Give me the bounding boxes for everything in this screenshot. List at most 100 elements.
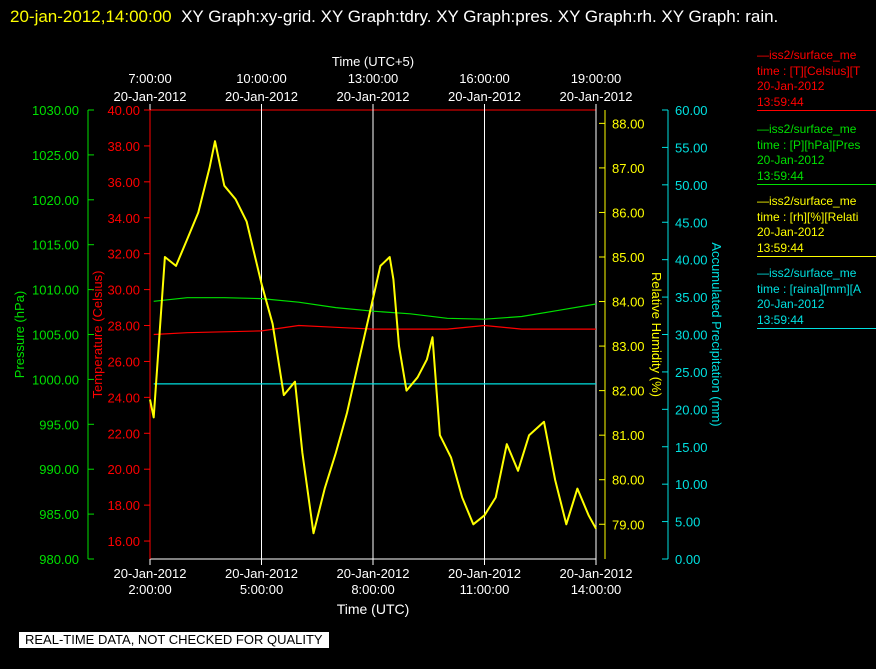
legend-humidity-field: time : [rh][%][Relati [757, 209, 859, 224]
precip-tick-label: 35.00 [675, 290, 708, 305]
legend-precip: —iss2/surface_me time : [raina][mm][A 20… [757, 266, 876, 329]
precip-tick-label: 15.00 [675, 440, 708, 455]
temperature-tick-label: 36.00 [107, 175, 140, 190]
x-top-tick-label-date: 20-Jan-2012 [114, 89, 187, 104]
x-top-axis-label: Time (UTC+5) [332, 54, 414, 69]
precip-axis-label: Accumulated Precipitation (mm) [709, 242, 724, 426]
precip-tick-label: 30.00 [675, 328, 708, 343]
temperature-tick-label: 40.00 [107, 103, 140, 118]
x-tick-label-date: 20-Jan-2012 [560, 566, 633, 581]
humidity-tick-label: 87.00 [612, 161, 645, 176]
temperature-tick-label: 22.00 [107, 426, 140, 441]
humidity-axis-label: Relative Humidity (%) [649, 272, 664, 397]
pressure-tick-label: 1020.00 [32, 193, 79, 208]
legend-pressure-date: 20-Jan-2012 [757, 153, 825, 167]
legend-pressure: —iss2/surface_me time : [P][hPa][Pres 20… [757, 122, 876, 185]
qc-notice: REAL-TIME DATA, NOT CHECKED FOR QUALITY [19, 632, 329, 648]
precip-tick-label: 55.00 [675, 140, 708, 155]
legend-temperature-time: 13:59:44 [757, 94, 804, 109]
x-top-tick-label-time: 10:00:00 [236, 71, 287, 86]
legend-pressure-field: time : [P][hPa][Pres [757, 137, 861, 152]
temperature-tick-label: 18.00 [107, 498, 140, 513]
pressure-tick-label: 980.00 [39, 552, 79, 567]
legend-temperature-field: time : [T][Celsius][T [757, 63, 861, 78]
legend-temperature-source: —iss2/surface_me [757, 48, 857, 62]
temperature-tick-label: 24.00 [107, 390, 140, 405]
precip-tick-label: 20.00 [675, 402, 708, 417]
legend-precip-time: 13:59:44 [757, 312, 804, 327]
x-top-tick-label-date: 20-Jan-2012 [337, 89, 410, 104]
humidity-series-line [149, 140, 597, 535]
legend-pressure-time: 13:59:44 [757, 168, 804, 183]
x-tick-label-date: 20-Jan-2012 [337, 566, 410, 581]
x-tick-label-time: 11:00:00 [460, 582, 510, 597]
legend-temperature-date: 20-Jan-2012 [757, 79, 825, 93]
humidity-tick-label: 86.00 [612, 205, 645, 220]
title-graph-list: XY Graph:xy-grid. XY Graph:tdry. XY Grap… [181, 7, 779, 26]
legend-temperature: —iss2/surface_me time : [T][Celsius][T 2… [757, 48, 876, 111]
temperature-series-line [153, 324, 596, 336]
x-top-tick-label-date: 20-Jan-2012 [560, 89, 633, 104]
temperature-tick-label: 38.00 [107, 139, 140, 154]
x-tick-label-date: 20-Jan-2012 [448, 566, 521, 581]
x-tick-label-date: 20-Jan-2012 [225, 566, 298, 581]
legend-humidity-date: 20-Jan-2012 [757, 225, 825, 239]
pressure-tick-label: 1010.00 [32, 283, 79, 298]
humidity-tick-label: 88.00 [612, 116, 645, 131]
legend-precip-date: 20-Jan-2012 [757, 297, 825, 311]
pressure-tick-label: 1030.00 [32, 103, 79, 118]
precip-tick-label: 10.00 [675, 477, 708, 492]
pressure-tick-label: 985.00 [39, 507, 79, 522]
pressure-tick-label: 1015.00 [32, 238, 79, 253]
precip-tick-label: 50.00 [675, 178, 708, 193]
humidity-tick-label: 81.00 [612, 428, 645, 443]
legend-pressure-source: —iss2/surface_me [757, 122, 857, 136]
x-top-tick-label-date: 20-Jan-2012 [225, 89, 298, 104]
x-tick-label-time: 8:00:00 [351, 582, 394, 597]
graph-title-bar: 20-jan-2012,14:00:00 XY Graph:xy-grid. X… [10, 2, 860, 31]
pressure-tick-label: 1000.00 [32, 372, 79, 387]
title-timestamp: 20-jan-2012,14:00:00 [10, 7, 172, 26]
x-tick-label-time: 2:00:00 [128, 582, 171, 597]
humidity-tick-label: 83.00 [612, 339, 645, 354]
humidity-tick-label: 79.00 [612, 517, 645, 532]
legend-humidity-time: 13:59:44 [757, 240, 804, 255]
temperature-tick-label: 28.00 [107, 319, 140, 334]
x-axis-label: Time (UTC) [337, 601, 410, 617]
legend-precip-source: —iss2/surface_me [757, 266, 857, 280]
temperature-axis-label: Temperature (Celsius) [90, 271, 105, 399]
temperature-tick-label: 34.00 [107, 211, 140, 226]
x-top-tick-label-time: 7:00:00 [128, 71, 171, 86]
pressure-series-line [153, 297, 597, 320]
precip-tick-label: 5.00 [675, 515, 700, 530]
humidity-tick-label: 82.00 [612, 384, 645, 399]
precip-tick-label: 0.00 [675, 552, 700, 567]
legend-humidity: —iss2/surface_me time : [rh][%][Relati 2… [757, 194, 876, 257]
x-tick-label-time: 14:00:00 [571, 582, 622, 597]
precip-tick-label: 25.00 [675, 365, 708, 380]
x-top-tick-label-time: 16:00:00 [459, 71, 510, 86]
pressure-tick-label: 1025.00 [32, 148, 79, 163]
x-top-tick-label-time: 19:00:00 [571, 71, 622, 86]
temperature-tick-label: 26.00 [107, 354, 140, 369]
x-tick-label-time: 5:00:00 [240, 582, 283, 597]
temperature-tick-label: 20.00 [107, 462, 140, 477]
legend-humidity-source: —iss2/surface_me [757, 194, 857, 208]
x-top-tick-label-time: 13:00:00 [348, 71, 399, 86]
pressure-tick-label: 1005.00 [32, 328, 79, 343]
precip-tick-label: 45.00 [675, 215, 708, 230]
humidity-tick-label: 84.00 [612, 295, 645, 310]
pressure-tick-label: 995.00 [39, 417, 79, 432]
precip-tick-label: 60.00 [675, 103, 708, 118]
pressure-tick-label: 990.00 [39, 462, 79, 477]
temperature-tick-label: 30.00 [107, 283, 140, 298]
x-top-tick-label-date: 20-Jan-2012 [448, 89, 521, 104]
temperature-tick-label: 32.00 [107, 247, 140, 262]
precip-tick-label: 40.00 [675, 253, 708, 268]
humidity-tick-label: 85.00 [612, 250, 645, 265]
x-tick-label-date: 20-Jan-2012 [114, 566, 187, 581]
humidity-tick-label: 80.00 [612, 473, 645, 488]
temperature-tick-label: 16.00 [107, 534, 140, 549]
pressure-axis-label: Pressure (hPa) [12, 291, 27, 378]
